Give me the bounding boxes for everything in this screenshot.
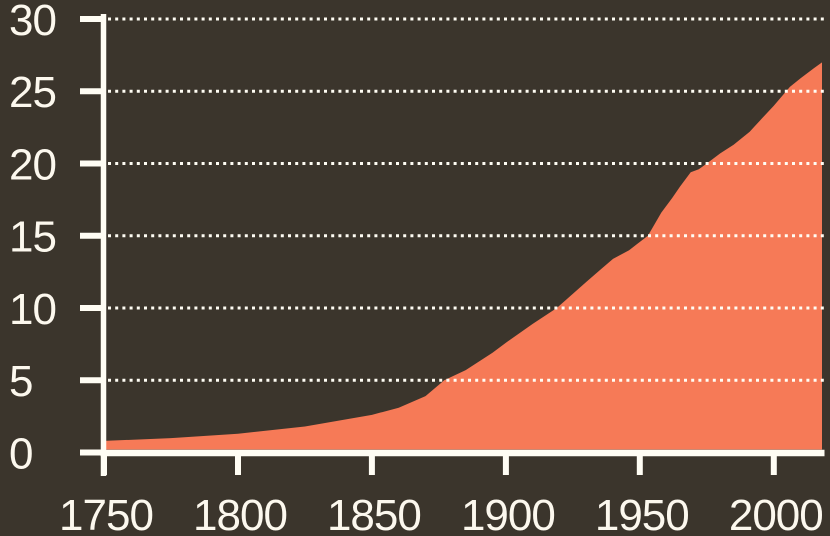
x-axis-label-1750: 1750	[59, 491, 153, 536]
y-axis-label-25: 25	[9, 68, 56, 117]
y-axis-label-10: 10	[9, 285, 56, 334]
y-axis-label-15: 15	[9, 213, 56, 262]
y-axis-label-5: 5	[9, 357, 32, 406]
y-axis-label-30: 30	[9, 0, 56, 45]
x-axis-label-1800: 1800	[193, 491, 287, 536]
x-axis-label-2000: 2000	[729, 491, 823, 536]
x-axis-label-1850: 1850	[327, 491, 421, 536]
x-axis-label-1950: 1950	[595, 491, 689, 536]
area-series	[104, 62, 822, 450]
x-axis-label-1900: 1900	[461, 491, 555, 536]
y-axis-label-20: 20	[9, 140, 56, 189]
y-axis-label-0: 0	[9, 429, 32, 478]
